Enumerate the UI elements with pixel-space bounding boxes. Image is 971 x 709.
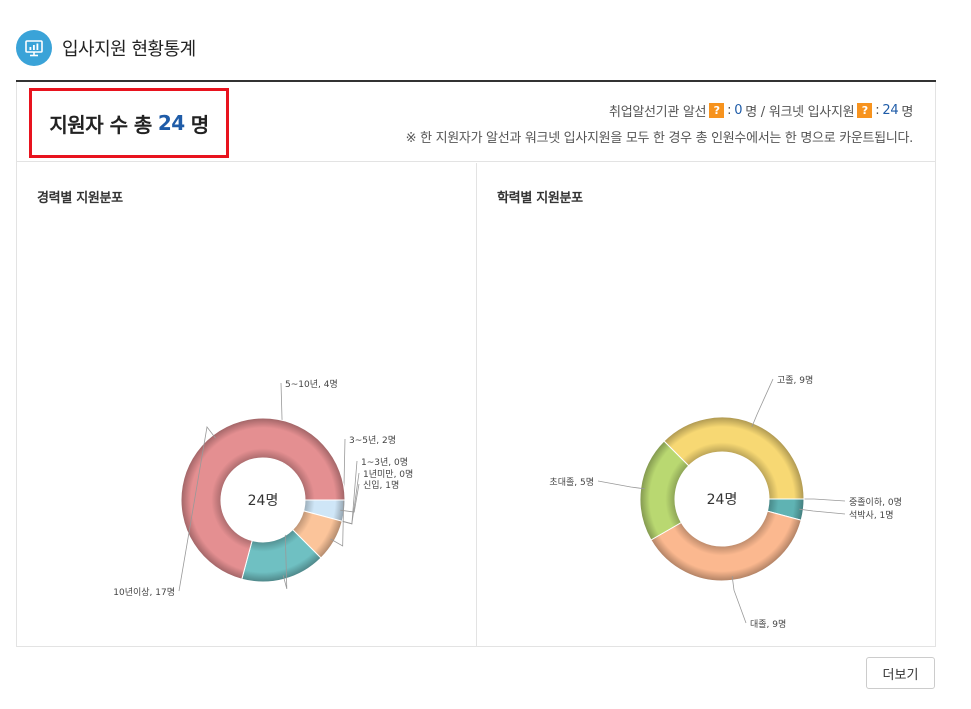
slice-label-고졸: 고졸, 9명 <box>777 375 813 386</box>
slice-label-3~5년: 3~5년, 2명 <box>349 435 396 446</box>
page-title: 입사지원 현황통계 <box>62 39 196 60</box>
page-header: 입사지원 현황통계 <box>16 28 196 68</box>
applicant-breakdown: 취업알선기관 알선 ? : 0 명 / 워크넷 입사지원 ? : 24 명 <box>609 101 913 120</box>
total-unit: 명 <box>190 112 209 137</box>
connector-대졸 <box>731 576 747 624</box>
slice-label-중졸이하: 중졸이하, 0명 <box>849 497 902 508</box>
agency-colon: : <box>727 103 732 118</box>
connector-3~5년 <box>330 438 346 547</box>
connector-신입 <box>340 483 360 513</box>
education-chart-title: 학력별 지원분포 <box>497 191 583 206</box>
agency-count: 0 <box>734 103 743 118</box>
connector-10년이상 <box>178 426 216 592</box>
connector-석박사 <box>799 508 846 515</box>
more-button[interactable]: 더보기 <box>866 657 935 689</box>
connector-초대졸 <box>597 480 645 490</box>
slice-label-1~3년: 1~3년, 0명 <box>361 457 408 468</box>
agency-unit: 명 / <box>745 105 765 120</box>
slice-label-신입: 신입, 1명 <box>363 479 399 491</box>
worknet-unit: 명 <box>901 105 913 120</box>
center-label: 24명 <box>248 493 279 509</box>
slice-10년이상[interactable] <box>180 417 346 580</box>
presentation-chart-icon <box>16 30 52 66</box>
total-count: 24 <box>157 111 185 135</box>
slice-label-1년미만: 1년미만, 0명 <box>363 469 413 480</box>
career-chart-title: 경력별 지원분포 <box>37 191 123 206</box>
stats-panel: 지원자 수 총 24 명 취업알선기관 알선 ? : 0 명 / 워크넷 입사지… <box>16 82 936 647</box>
agency-help-icon[interactable]: ? <box>709 103 725 118</box>
total-applicants-box: 지원자 수 총 24 명 <box>29 88 229 158</box>
slice-대졸[interactable] <box>650 510 802 582</box>
donut-hole <box>675 452 769 546</box>
slice-label-초대졸: 초대졸, 5명 <box>549 477 594 488</box>
header-divider <box>16 80 936 82</box>
worknet-label: 워크넷 입사지원 <box>768 105 855 120</box>
count-note: ※ 한 지원자가 알선과 워크넷 입사지원을 모두 한 경우 총 인원수에서는 … <box>405 131 914 146</box>
slice-label-대졸: 대졸, 9명 <box>750 619 786 630</box>
summary-section: 지원자 수 총 24 명 취업알선기관 알선 ? : 0 명 / 워크넷 입사지… <box>17 82 935 162</box>
connector-고졸 <box>751 378 774 428</box>
connector-중졸이하 <box>800 498 846 502</box>
center-label: 24명 <box>707 492 738 508</box>
slice-label-10년이상: 10년이상, 17명 <box>113 587 175 598</box>
donut-hole <box>221 458 305 542</box>
total-prefix: 지원자 수 총 <box>49 112 152 137</box>
slice-label-석박사: 석박사, 1명 <box>849 510 894 521</box>
career-chart-panel: 경력별 지원분포 신입, 1명 1년미만, 0명 1~3년, 0명 3~5년, 2명 5… <box>17 163 477 646</box>
slice-고졸[interactable] <box>663 416 805 500</box>
agency-label: 취업알선기관 알선 <box>609 105 707 120</box>
worknet-help-icon[interactable]: ? <box>857 103 873 118</box>
worknet-count: 24 <box>882 103 899 118</box>
worknet-colon: : <box>875 103 880 118</box>
slice-label-5~10년: 5~10년, 4명 <box>285 379 338 390</box>
